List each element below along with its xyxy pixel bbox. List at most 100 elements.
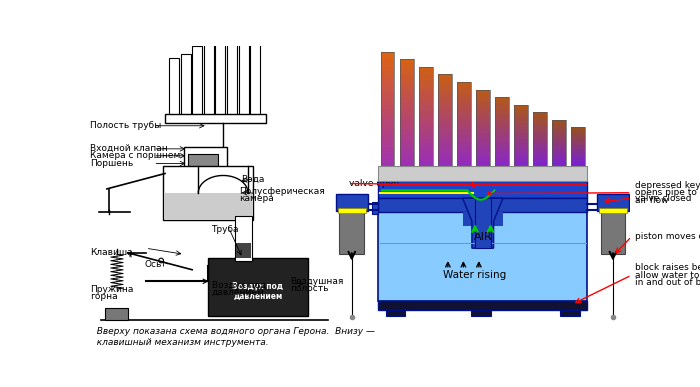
Bar xyxy=(571,164,584,166)
Bar xyxy=(104,308,128,320)
Bar xyxy=(476,156,489,159)
Bar xyxy=(400,162,414,166)
Bar xyxy=(533,142,547,145)
Bar xyxy=(419,93,433,97)
Bar xyxy=(552,163,566,164)
Text: in and out of bell: in and out of bell xyxy=(636,278,700,287)
Text: Полусферическая: Полусферическая xyxy=(239,187,325,196)
Bar xyxy=(533,112,547,166)
Bar xyxy=(533,119,547,122)
Bar xyxy=(514,146,528,148)
Bar xyxy=(495,115,509,118)
Bar xyxy=(457,146,470,149)
Bar xyxy=(533,116,547,118)
Bar xyxy=(381,82,395,86)
Bar xyxy=(476,148,489,151)
Bar xyxy=(495,127,509,130)
Bar xyxy=(419,136,433,140)
Bar xyxy=(552,130,566,132)
Bar xyxy=(438,90,452,93)
Bar xyxy=(372,202,378,214)
Bar xyxy=(552,140,566,142)
Bar xyxy=(400,59,414,166)
Bar xyxy=(457,104,470,108)
Bar xyxy=(216,31,225,116)
Bar xyxy=(419,90,433,94)
Bar xyxy=(533,118,547,120)
Bar xyxy=(192,46,202,116)
Bar xyxy=(552,151,566,152)
Bar xyxy=(457,91,470,94)
Bar xyxy=(552,134,566,135)
Bar xyxy=(476,128,489,130)
Bar xyxy=(400,134,414,138)
Bar xyxy=(476,110,489,113)
Bar xyxy=(400,88,414,92)
Bar xyxy=(419,152,433,156)
Bar xyxy=(381,101,395,105)
Text: камера: камера xyxy=(239,194,274,203)
Bar xyxy=(438,163,452,166)
Bar xyxy=(571,157,584,158)
Bar xyxy=(476,125,489,128)
Bar xyxy=(514,147,528,150)
Bar xyxy=(533,112,547,115)
Bar xyxy=(571,130,584,132)
Bar xyxy=(571,140,584,142)
Bar xyxy=(552,124,566,126)
Bar xyxy=(438,96,452,99)
Bar xyxy=(419,70,433,74)
Bar xyxy=(476,151,489,154)
Bar xyxy=(476,92,489,95)
Bar xyxy=(476,102,489,105)
Bar xyxy=(514,109,528,111)
Bar xyxy=(457,85,470,88)
Bar xyxy=(514,160,528,162)
Bar xyxy=(457,135,470,138)
Bar xyxy=(438,154,452,157)
Bar xyxy=(552,155,566,157)
Bar xyxy=(495,163,509,166)
Bar xyxy=(533,146,547,148)
Bar xyxy=(438,144,452,148)
Bar xyxy=(381,52,395,166)
Bar xyxy=(457,144,470,147)
Bar xyxy=(552,161,566,163)
Bar xyxy=(235,243,251,258)
Bar xyxy=(495,140,509,143)
Bar xyxy=(438,108,452,111)
Bar xyxy=(495,122,509,125)
Bar xyxy=(419,146,433,150)
Bar xyxy=(400,70,414,74)
Bar xyxy=(381,135,395,140)
Bar xyxy=(552,157,566,159)
Bar xyxy=(495,97,509,100)
Bar xyxy=(514,135,528,138)
Bar xyxy=(476,123,489,125)
Bar xyxy=(552,141,566,143)
Text: Воздух под: Воздух под xyxy=(211,281,265,289)
Bar xyxy=(381,128,395,132)
Bar xyxy=(560,310,580,316)
Bar xyxy=(571,135,584,137)
Bar xyxy=(571,128,584,130)
Bar xyxy=(227,23,237,116)
Bar xyxy=(381,147,395,151)
Text: давлением: давлением xyxy=(211,288,265,297)
Bar xyxy=(514,141,528,144)
Bar xyxy=(495,138,509,141)
Bar xyxy=(438,105,452,108)
Bar xyxy=(476,138,489,141)
Bar xyxy=(514,156,528,158)
Bar xyxy=(419,74,433,77)
Text: AIR: AIR xyxy=(473,232,492,241)
Bar xyxy=(400,141,414,145)
Bar xyxy=(514,143,528,146)
Bar xyxy=(533,139,547,141)
Bar xyxy=(381,132,395,136)
Bar xyxy=(571,162,584,164)
Text: Труба: Труба xyxy=(211,225,239,234)
Bar xyxy=(552,152,566,154)
Bar xyxy=(381,154,395,159)
Bar xyxy=(457,118,470,122)
